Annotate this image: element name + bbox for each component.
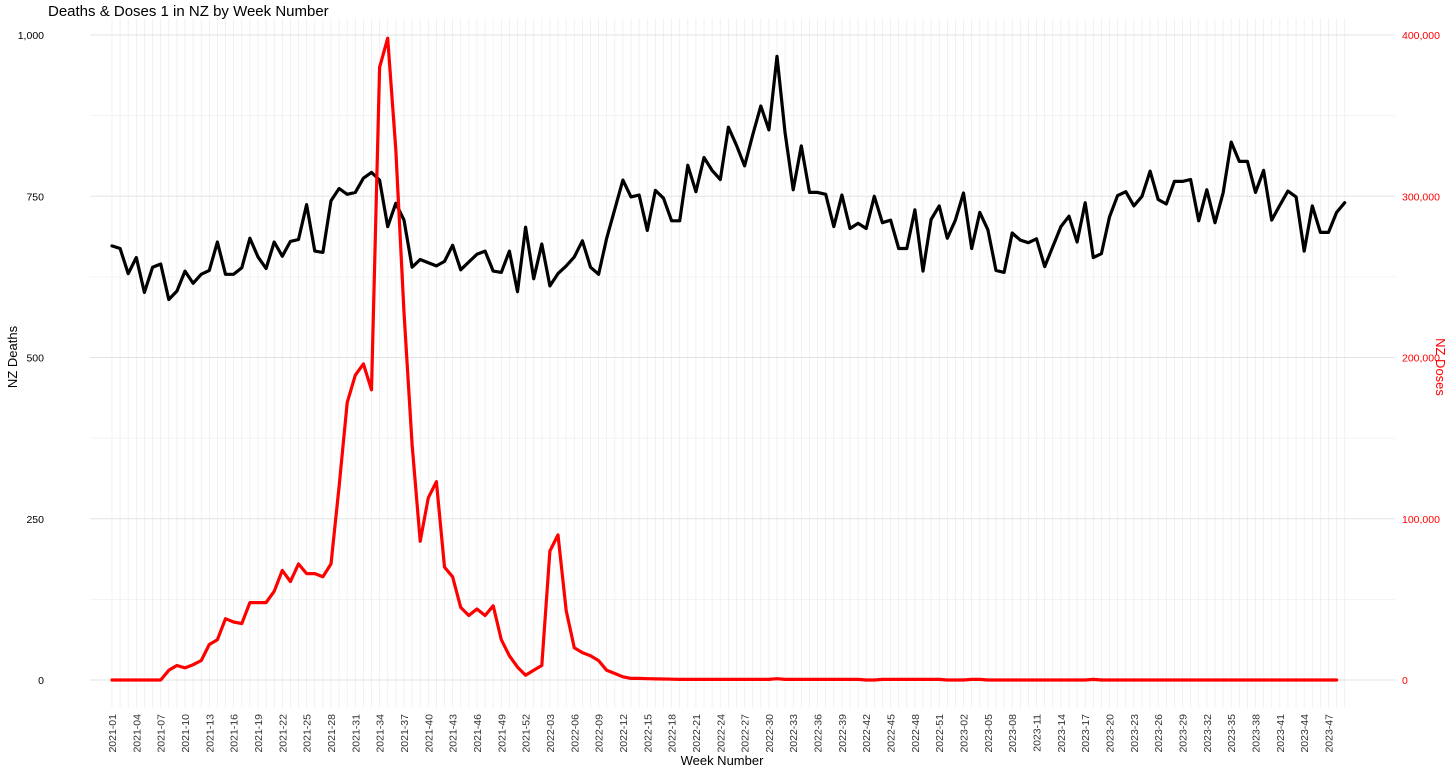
x-tick-label: 2022-51 <box>934 714 946 753</box>
x-tick-label: 2023-23 <box>1129 714 1141 753</box>
x-tick-label: 2023-14 <box>1056 714 1068 753</box>
x-tick-label: 2022-39 <box>837 714 849 753</box>
y-tick-label-right: 100,000 <box>1402 514 1440 526</box>
grid-layer <box>90 18 1395 708</box>
x-tick-label: 2023-29 <box>1178 714 1190 753</box>
x-tick-label: 2023-35 <box>1226 714 1238 753</box>
right-axis-ticks: 0 100,000 200,000 300,000 400,000 <box>1402 30 1440 687</box>
x-tick-label: 2021-19 <box>253 714 265 753</box>
y-tick-label-left: 750 <box>26 191 44 203</box>
series-line-nz-deaths <box>110 54 1347 302</box>
y-tick-label-left: 1,000 <box>18 30 44 42</box>
x-tick-label: 2023-32 <box>1202 714 1214 753</box>
x-tick-label: 2023-26 <box>1153 714 1165 753</box>
x-tick-label: 2023-47 <box>1324 714 1336 753</box>
x-tick-label: 2021-07 <box>156 714 168 753</box>
y-tick-label-right: 400,000 <box>1402 30 1440 42</box>
x-tick-label: 2022-12 <box>618 714 630 753</box>
x-tick-label: 2021-40 <box>423 714 435 753</box>
x-tick-label: 2022-42 <box>861 714 873 753</box>
x-tick-label: 2022-21 <box>691 714 703 753</box>
series-line-nz-doses <box>110 36 1339 682</box>
x-tick-label: 2021-31 <box>350 714 362 753</box>
y-axis-label-left: NZ Deaths <box>5 325 20 388</box>
x-tick-label: 2022-03 <box>545 714 557 753</box>
x-tick-label: 2022-06 <box>569 714 581 753</box>
x-tick-label: 2021-43 <box>448 714 460 753</box>
x-tick-label: 2021-49 <box>496 714 508 753</box>
y-tick-label-right: 200,000 <box>1402 353 1440 365</box>
x-tick-label: 2023-44 <box>1299 714 1311 753</box>
x-tick-label: 2021-01 <box>107 714 119 753</box>
x-tick-label: 2023-02 <box>959 714 971 753</box>
x-tick-label: 2021-22 <box>277 714 289 753</box>
x-tick-label: 2021-52 <box>521 714 533 753</box>
x-tick-label: 2021-37 <box>399 714 411 753</box>
x-tick-label: 2021-25 <box>302 714 314 753</box>
x-tick-label: 2021-16 <box>229 714 241 753</box>
x-axis-ticks: 2021-01 2021-04 2021-07 2021-10 2021-13 2021-… <box>107 714 1336 753</box>
x-tick-label: 2022-09 <box>594 714 606 753</box>
left-axis-ticks: 0 250 500 750 1,000 <box>18 30 44 687</box>
x-tick-label: 2022-45 <box>886 714 898 753</box>
y-tick-label-right: 300,000 <box>1402 191 1440 203</box>
x-tick-label: 2023-05 <box>983 714 995 753</box>
x-tick-label: 2022-18 <box>667 714 679 753</box>
x-tick-label: 2021-46 <box>472 714 484 753</box>
x-tick-label: 2022-24 <box>715 714 727 753</box>
x-tick-label: 2022-48 <box>910 714 922 753</box>
x-tick-label: 2022-27 <box>740 714 752 753</box>
x-tick-label: 2021-04 <box>131 714 143 753</box>
x-tick-label: 2023-38 <box>1251 714 1263 753</box>
y-tick-label-left: 0 <box>38 675 44 687</box>
y-axis-label-right: NZ Doses <box>1433 338 1448 396</box>
x-tick-label: 2021-34 <box>375 714 387 753</box>
series-layer <box>110 36 1347 682</box>
x-tick-label: 2022-33 <box>788 714 800 753</box>
y-tick-label-right: 0 <box>1402 675 1408 687</box>
x-tick-label: 2022-36 <box>813 714 825 753</box>
x-tick-label: 2022-15 <box>642 714 654 753</box>
y-tick-label-left: 250 <box>26 514 44 526</box>
x-tick-label: 2021-10 <box>180 714 192 753</box>
x-tick-label: 2021-13 <box>204 714 216 753</box>
x-axis-label: Week Number <box>681 753 765 768</box>
chart-title: Deaths & Doses 1 in NZ by Week Number <box>48 3 329 20</box>
x-tick-label: 2023-11 <box>1032 714 1044 752</box>
x-tick-label: 2022-30 <box>764 714 776 753</box>
x-tick-label: 2023-08 <box>1007 714 1019 753</box>
y-tick-label-left: 500 <box>26 353 44 365</box>
x-tick-label: 2021-28 <box>326 714 338 753</box>
x-tick-label: 2023-20 <box>1105 714 1117 753</box>
x-tick-label: 2023-41 <box>1275 714 1287 753</box>
x-tick-label: 2023-17 <box>1080 714 1092 753</box>
